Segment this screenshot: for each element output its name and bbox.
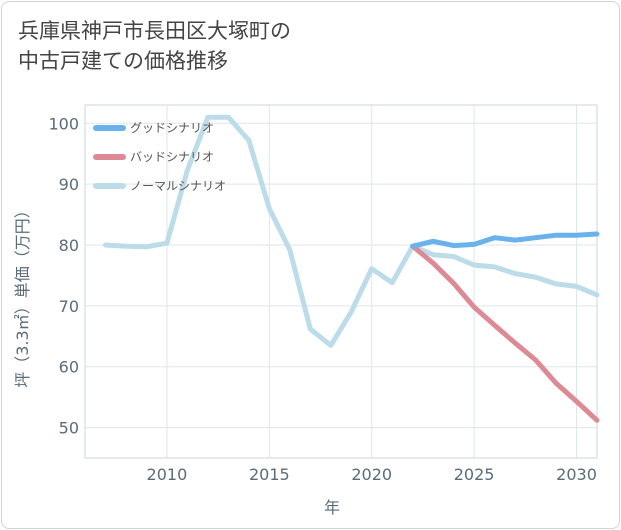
grid-lines <box>84 104 598 459</box>
y-axis-title: 坪（3.3㎡）単価（万円） <box>13 202 32 387</box>
y-tick-label: 100 <box>48 114 79 133</box>
plot-frame <box>84 104 598 459</box>
x-tick-label: 2025 <box>454 465 495 484</box>
x-tick-label: 2010 <box>147 465 188 484</box>
y-tick-label: 50 <box>59 419 79 438</box>
legend-normal-scenario-label: ノーマルシナリオ <box>130 179 226 193</box>
bad-scenario-line <box>410 243 600 423</box>
y-tick-label: 70 <box>59 297 79 316</box>
chart-title-line2: 中古戸建ての価格推移 <box>18 49 228 73</box>
normal-scenario-line <box>103 114 600 348</box>
chart-title: 兵庫県神戸市長田区大塚町の 中古戸建ての価格推移 <box>18 16 291 76</box>
x-axis-ticks: 2010 2015 2020 2025 2030 <box>147 465 597 484</box>
x-tick-label: 2015 <box>249 465 290 484</box>
chart-title-line1: 兵庫県神戸市長田区大塚町の <box>18 19 291 43</box>
legend-good-scenario-label: グッドシナリオ <box>130 121 214 135</box>
x-tick-label: 2020 <box>351 465 392 484</box>
y-axis-ticks: 50 60 70 80 90 100 <box>48 114 79 437</box>
series-lines <box>103 114 600 423</box>
y-tick-label: 60 <box>59 358 79 377</box>
good-scenario-line <box>410 231 600 249</box>
x-tick-label: 2030 <box>556 465 597 484</box>
y-tick-label: 80 <box>59 236 79 255</box>
x-axis-title: 年 <box>324 498 340 517</box>
y-tick-label: 90 <box>59 175 79 194</box>
legend-bad-scenario-label: バッドシナリオ <box>130 150 214 164</box>
